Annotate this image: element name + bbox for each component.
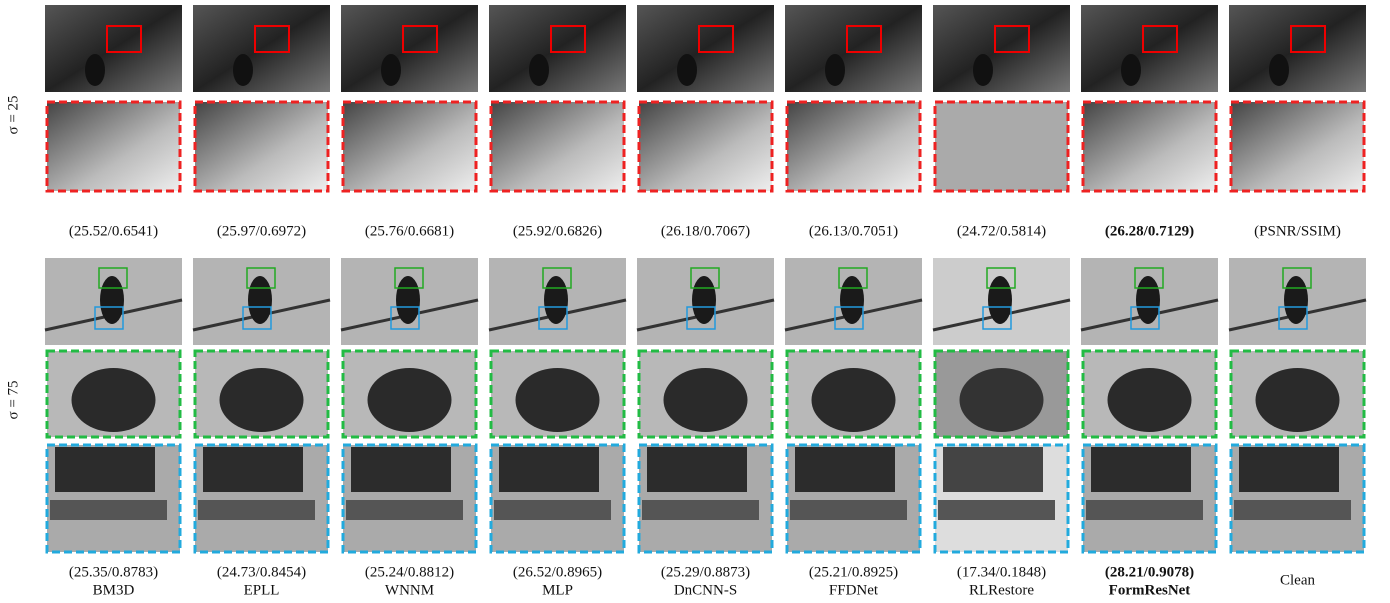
zoom-image bbox=[195, 102, 328, 191]
bird bbox=[516, 368, 600, 432]
image bbox=[45, 5, 182, 92]
bird bbox=[795, 447, 895, 492]
bird bbox=[396, 276, 420, 324]
bird bbox=[220, 368, 304, 432]
metric: (PSNR/SSIM) bbox=[1254, 223, 1341, 239]
row-label: σ = 25 bbox=[5, 95, 21, 134]
bird bbox=[1284, 276, 1308, 324]
method-name: DnCNN-S bbox=[674, 582, 737, 598]
image-detail bbox=[381, 54, 401, 86]
bird bbox=[647, 447, 747, 492]
image-detail bbox=[825, 54, 845, 86]
image-detail bbox=[1121, 54, 1141, 86]
metric: (26.18/0.7067) bbox=[661, 223, 750, 239]
bird bbox=[692, 276, 716, 324]
branch bbox=[938, 500, 1055, 520]
zoom-image bbox=[1231, 102, 1364, 191]
metric: (25.92/0.6826) bbox=[513, 223, 602, 239]
zoom-image bbox=[47, 102, 180, 191]
bird bbox=[943, 447, 1043, 492]
bird bbox=[368, 368, 452, 432]
image-detail bbox=[677, 54, 697, 86]
branch bbox=[494, 500, 611, 520]
method-name: Clean bbox=[1280, 572, 1315, 588]
image bbox=[637, 5, 774, 92]
metric: (24.73/0.8454) bbox=[217, 564, 306, 580]
metric: (25.97/0.6972) bbox=[217, 223, 306, 239]
method-name: BM3D bbox=[93, 582, 135, 598]
bird bbox=[960, 368, 1044, 432]
image bbox=[1081, 5, 1218, 92]
method-name: WNNM bbox=[385, 582, 434, 598]
image-detail bbox=[1269, 54, 1289, 86]
metric: (25.24/0.8812) bbox=[365, 564, 454, 580]
zoom-image bbox=[491, 102, 624, 191]
method-name: MLP bbox=[542, 582, 573, 598]
branch bbox=[198, 500, 315, 520]
bird bbox=[499, 447, 599, 492]
metric: (26.28/0.7129) bbox=[1105, 223, 1194, 239]
branch bbox=[642, 500, 759, 520]
row-label: σ = 75 bbox=[5, 380, 21, 419]
bird bbox=[72, 368, 156, 432]
metric: (25.76/0.6681) bbox=[365, 223, 454, 239]
image bbox=[933, 5, 1070, 92]
metric: (25.52/0.6541) bbox=[69, 223, 158, 239]
image bbox=[489, 5, 626, 92]
method-name: FFDNet bbox=[829, 582, 879, 598]
metric: (28.21/0.9078) bbox=[1105, 564, 1194, 580]
image bbox=[341, 5, 478, 92]
metric: (25.35/0.8783) bbox=[69, 564, 158, 580]
bird bbox=[1239, 447, 1339, 492]
image-detail bbox=[529, 54, 549, 86]
image bbox=[193, 5, 330, 92]
zoom-image bbox=[787, 102, 920, 191]
bird bbox=[100, 276, 124, 324]
zoom-image bbox=[935, 102, 1068, 191]
image-detail bbox=[973, 54, 993, 86]
bird bbox=[840, 276, 864, 324]
branch bbox=[346, 500, 463, 520]
branch bbox=[1234, 500, 1351, 520]
bird bbox=[1136, 276, 1160, 324]
figure: σ = 25 σ = 75 (25.52/0.6541) (25.35/0.878… bbox=[0, 0, 1390, 603]
image-detail bbox=[85, 54, 105, 86]
branch bbox=[50, 500, 167, 520]
bird bbox=[248, 276, 272, 324]
method-name: RLRestore bbox=[969, 582, 1034, 598]
method-name: EPLL bbox=[244, 582, 280, 598]
metric: (26.52/0.8965) bbox=[513, 564, 602, 580]
metric: (25.21/0.8925) bbox=[809, 564, 898, 580]
image bbox=[785, 5, 922, 92]
metric: (24.72/0.5814) bbox=[957, 223, 1046, 239]
branch bbox=[1086, 500, 1203, 520]
image bbox=[1229, 5, 1366, 92]
zoom-image bbox=[639, 102, 772, 191]
metric: (26.13/0.7051) bbox=[809, 223, 898, 239]
zoom-image bbox=[343, 102, 476, 191]
image-detail bbox=[233, 54, 253, 86]
bird bbox=[55, 447, 155, 492]
metric: (17.34/0.1848) bbox=[957, 564, 1046, 580]
bird bbox=[544, 276, 568, 324]
bird bbox=[1091, 447, 1191, 492]
bird bbox=[351, 447, 451, 492]
branch bbox=[790, 500, 907, 520]
bird bbox=[203, 447, 303, 492]
bird bbox=[1256, 368, 1340, 432]
zoom-image bbox=[1083, 102, 1216, 191]
bird bbox=[812, 368, 896, 432]
method-name: FormResNet bbox=[1109, 582, 1191, 598]
bird bbox=[988, 276, 1012, 324]
bird bbox=[664, 368, 748, 432]
bird bbox=[1108, 368, 1192, 432]
metric: (25.29/0.8873) bbox=[661, 564, 750, 580]
